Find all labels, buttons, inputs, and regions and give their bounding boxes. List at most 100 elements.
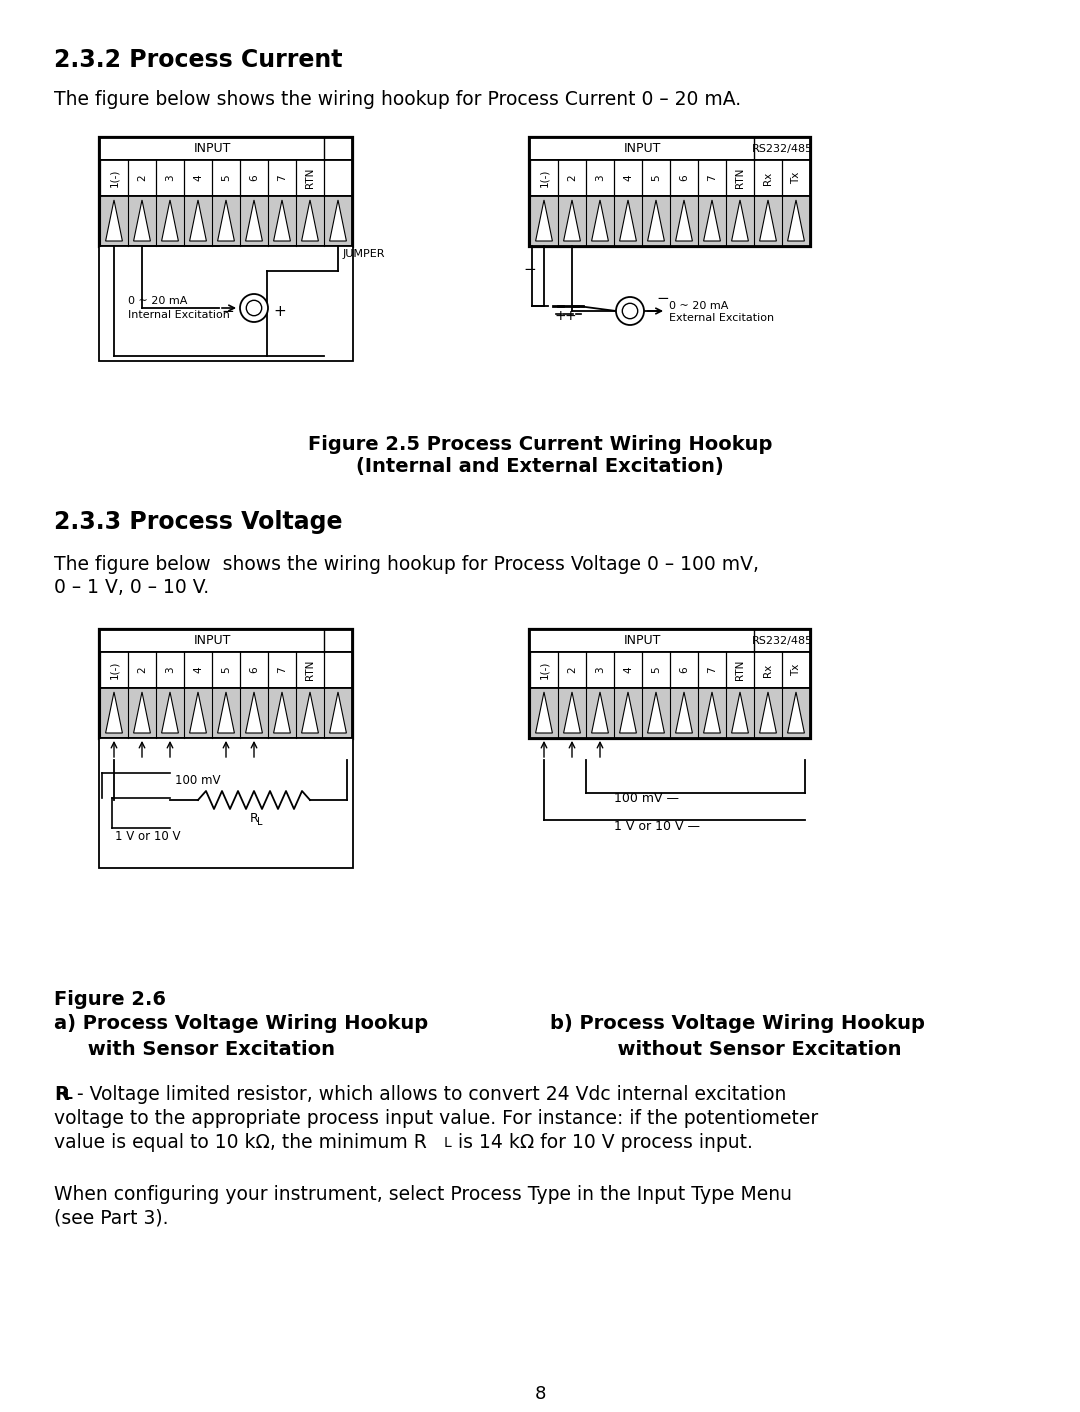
- Polygon shape: [759, 201, 777, 241]
- Polygon shape: [676, 692, 692, 733]
- Polygon shape: [134, 201, 150, 241]
- Text: 5: 5: [651, 175, 661, 181]
- Polygon shape: [592, 692, 608, 733]
- Bar: [530, 138, 810, 160]
- Text: (Internal and External Excitation): (Internal and External Excitation): [356, 457, 724, 476]
- Text: - Voltage limited resistor, which allows to convert 24 Vdc internal excitation: - Voltage limited resistor, which allows…: [71, 1084, 786, 1104]
- Text: 3: 3: [165, 175, 175, 181]
- Bar: [100, 196, 352, 246]
- Text: Rx: Rx: [762, 664, 773, 676]
- Text: Rx: Rx: [762, 171, 773, 185]
- Text: R: R: [249, 812, 258, 825]
- Text: 3: 3: [165, 666, 175, 674]
- Text: JUMPER: JUMPER: [343, 249, 386, 258]
- Bar: [99, 628, 353, 738]
- Bar: [530, 652, 810, 688]
- Polygon shape: [245, 201, 262, 241]
- Text: 0 ~ 20 mA: 0 ~ 20 mA: [669, 301, 728, 311]
- Bar: [99, 246, 353, 361]
- Text: External Excitation: External Excitation: [669, 313, 774, 323]
- Bar: [100, 160, 352, 196]
- Text: INPUT: INPUT: [193, 634, 231, 648]
- Polygon shape: [190, 201, 206, 241]
- Polygon shape: [536, 692, 552, 733]
- Circle shape: [622, 304, 637, 319]
- Text: is 14 kΩ for 10 V process input.: is 14 kΩ for 10 V process input.: [453, 1132, 753, 1152]
- Text: L: L: [64, 1089, 72, 1101]
- Text: 1(-): 1(-): [109, 661, 119, 679]
- Text: 7: 7: [276, 666, 287, 674]
- Polygon shape: [648, 201, 664, 241]
- Text: 8: 8: [535, 1385, 545, 1404]
- Text: 6: 6: [249, 175, 259, 181]
- Polygon shape: [564, 201, 580, 241]
- Text: L: L: [257, 818, 262, 827]
- Text: RS232/485: RS232/485: [752, 635, 812, 647]
- Text: 2.3.2 Process Current: 2.3.2 Process Current: [54, 48, 342, 72]
- Text: 2.3.3 Process Voltage: 2.3.3 Process Voltage: [54, 510, 342, 534]
- Text: −: −: [657, 291, 670, 306]
- Text: Internal Excitation: Internal Excitation: [129, 311, 230, 321]
- Text: 7: 7: [276, 175, 287, 181]
- Polygon shape: [787, 692, 805, 733]
- Polygon shape: [162, 201, 178, 241]
- Text: voltage to the appropriate process input value. For instance: if the potentiomet: voltage to the appropriate process input…: [54, 1108, 819, 1128]
- Text: When configuring your instrument, select Process Type in the Input Type Menu: When configuring your instrument, select…: [54, 1185, 792, 1204]
- Text: b) Process Voltage Wiring Hookup: b) Process Voltage Wiring Hookup: [550, 1014, 924, 1034]
- Text: +: +: [564, 309, 576, 323]
- Text: RTN: RTN: [305, 168, 315, 188]
- Text: (see Part 3).: (see Part 3).: [54, 1209, 168, 1228]
- Text: INPUT: INPUT: [193, 143, 231, 155]
- Bar: [100, 630, 352, 652]
- Text: The figure below shows the wiring hookup for Process Current 0 – 20 mA.: The figure below shows the wiring hookup…: [54, 90, 741, 109]
- Polygon shape: [106, 201, 122, 241]
- Text: INPUT: INPUT: [623, 143, 661, 155]
- Polygon shape: [564, 692, 580, 733]
- Bar: [99, 137, 353, 247]
- Text: Figure 2.6: Figure 2.6: [54, 990, 166, 1010]
- Text: 2: 2: [567, 666, 577, 674]
- Text: without Sensor Excitation: without Sensor Excitation: [550, 1041, 902, 1059]
- Polygon shape: [273, 201, 291, 241]
- Text: 2: 2: [137, 666, 147, 674]
- Polygon shape: [162, 692, 178, 733]
- Text: RTN: RTN: [735, 168, 745, 188]
- Text: RTN: RTN: [735, 659, 745, 681]
- Bar: [530, 630, 810, 652]
- Bar: [100, 688, 352, 738]
- Text: value is equal to 10 kΩ, the minimum R: value is equal to 10 kΩ, the minimum R: [54, 1132, 427, 1152]
- Polygon shape: [536, 201, 552, 241]
- Text: 7: 7: [707, 666, 717, 674]
- Polygon shape: [787, 201, 805, 241]
- Polygon shape: [620, 201, 636, 241]
- Polygon shape: [106, 692, 122, 733]
- Bar: [99, 738, 353, 868]
- Polygon shape: [759, 692, 777, 733]
- Text: 6: 6: [249, 666, 259, 674]
- Text: RS232/485: RS232/485: [752, 144, 812, 154]
- Text: 100 mV: 100 mV: [175, 775, 220, 788]
- Text: RTN: RTN: [305, 659, 315, 681]
- Text: 5: 5: [221, 175, 231, 181]
- Polygon shape: [703, 201, 720, 241]
- Text: 4: 4: [193, 666, 203, 674]
- Polygon shape: [703, 692, 720, 733]
- Text: INPUT: INPUT: [623, 634, 661, 648]
- Text: 5: 5: [221, 666, 231, 674]
- Bar: [530, 688, 810, 738]
- Text: 1(-): 1(-): [539, 169, 549, 188]
- Text: R: R: [54, 1084, 68, 1104]
- Text: The figure below  shows the wiring hookup for Process Voltage 0 – 100 mV,: The figure below shows the wiring hookup…: [54, 555, 759, 575]
- Text: 1(-): 1(-): [109, 169, 119, 188]
- Polygon shape: [245, 692, 262, 733]
- Text: 4: 4: [623, 175, 633, 181]
- Bar: [100, 652, 352, 688]
- Text: Tx: Tx: [791, 664, 801, 676]
- Text: L: L: [444, 1137, 451, 1149]
- Circle shape: [616, 297, 644, 325]
- Text: 0 ~ 20 mA: 0 ~ 20 mA: [129, 297, 187, 306]
- Text: 2: 2: [137, 175, 147, 181]
- Polygon shape: [592, 201, 608, 241]
- Text: 6: 6: [679, 666, 689, 674]
- Text: −: −: [221, 305, 234, 319]
